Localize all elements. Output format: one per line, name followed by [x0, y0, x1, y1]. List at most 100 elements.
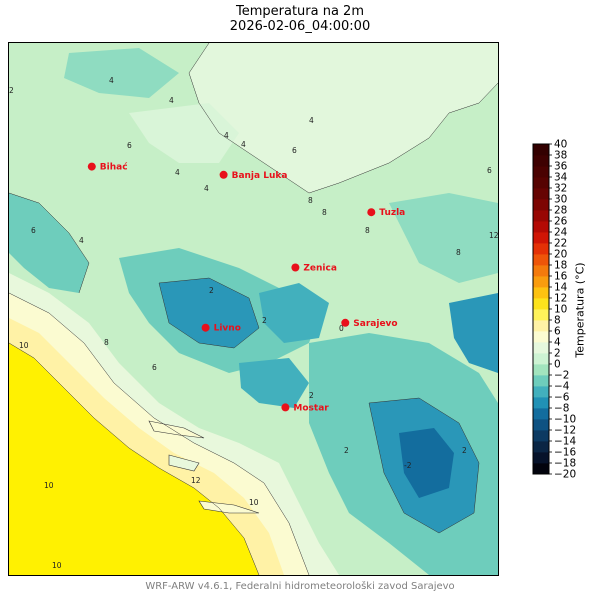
colorbar-tick-label: −20 — [554, 469, 576, 481]
colorbar-segment — [533, 188, 549, 200]
colorbar-segment — [533, 452, 549, 464]
contour-label: 4 — [204, 184, 209, 193]
colorbar-segment — [533, 210, 549, 222]
contour-label: 4 — [241, 140, 246, 149]
colorbar-segment — [533, 177, 549, 189]
colorbar-tick-label: 0 — [554, 359, 561, 371]
contour-label: 4 — [175, 168, 180, 177]
colorbar-segment — [533, 243, 549, 255]
colorbar-tick-label: −18 — [554, 458, 576, 470]
teal-patch-northeast — [389, 193, 498, 283]
colorbar-segment — [533, 430, 549, 442]
colorbar-tick-label: −16 — [554, 447, 576, 459]
chart-subtitle-datetime: 2026-02-06_04:00:00 — [229, 19, 371, 34]
city-label: Bihać — [100, 162, 128, 173]
contour-label: 2 — [462, 446, 467, 455]
colorbar-segment — [533, 342, 549, 354]
colorbar-segment — [533, 408, 549, 420]
colorbar-tick-label: 34 — [554, 172, 568, 184]
cold-patch-livno-east — [239, 358, 309, 408]
contour-lines — [9, 43, 498, 575]
temperature-map: 2 4 4 4 4 6 4 6 4 4 8 8 4 6 2 2 8 8 6 12 10 10 12 10 10 2 2 2 -2 0 6 8 … — [8, 42, 499, 576]
colorbar-segment — [533, 221, 549, 233]
colorbar-segment — [533, 397, 549, 409]
contour-label: 8 — [322, 208, 327, 217]
colorbar-tick-label: 36 — [554, 161, 568, 173]
colorbar-tick-label: 4 — [554, 337, 561, 349]
contour-label: 8 — [308, 196, 313, 205]
colorbar-tick-label: −2 — [554, 370, 569, 382]
colorbar: 4038363432302826242220181614121086420−2−… — [532, 139, 576, 481]
contour-label: 4 — [169, 96, 174, 105]
contour-label: 10 — [249, 498, 259, 507]
colorbar-tick-label: 12 — [554, 293, 567, 305]
contour-label: 2 — [262, 316, 267, 325]
colorbar-tick-label: −6 — [554, 392, 570, 404]
contour-label: 8 — [365, 226, 370, 235]
contour-label: 8 — [456, 248, 461, 257]
teal-patch-north — [64, 48, 179, 98]
cold-patch-east-edge — [449, 293, 498, 373]
colorbar-tick-label: 8 — [554, 315, 561, 327]
city-marker — [341, 318, 350, 327]
colorbar-segment — [533, 375, 549, 387]
colorbar-segment — [533, 463, 549, 475]
chart-title: Temperatura na 2m — [235, 4, 364, 19]
colorbar-tick-label: 30 — [554, 194, 567, 206]
colorbar-tick-label: −4 — [554, 381, 570, 393]
colorbar-tick-label: 14 — [554, 282, 568, 294]
colorbar-tick-label: −12 — [554, 425, 576, 437]
colorbar-tick-label: 20 — [554, 249, 567, 261]
colorbar-segment — [533, 309, 549, 321]
city-marker — [281, 403, 290, 412]
colorbar-tick-label: 18 — [554, 260, 567, 272]
contour-label: 0 — [339, 324, 344, 333]
colorbar-segment — [533, 144, 549, 156]
colorbar-tick-label: 10 — [554, 304, 567, 316]
colorbar-segment — [533, 287, 549, 299]
contour-label: 8 — [104, 338, 109, 347]
contour-label: 10 — [52, 561, 62, 570]
colorbar-label: Temperatura (°C) — [573, 262, 587, 358]
contour-label: 6 — [127, 141, 132, 150]
colorbar-tick-label: 22 — [554, 238, 567, 250]
plain-region-northwest — [129, 103, 239, 163]
contour-label: 2 — [209, 286, 214, 295]
city-label: Sarajevo — [353, 319, 397, 329]
city-layer: Bihać Banja Luka Tuzla Zenica Livno Sarajevo M… — [87, 162, 405, 413]
colorbar-tick-label: 40 — [554, 139, 567, 151]
cold-patch-deep — [399, 428, 454, 498]
contour-label: 6 — [487, 166, 492, 175]
contour-label: -2 — [404, 461, 412, 470]
colorbar-tick-label: 2 — [554, 348, 561, 360]
city-marker — [291, 263, 300, 272]
colorbar-segment — [533, 364, 549, 376]
colorbar-segment — [533, 331, 549, 343]
city-marker — [87, 162, 96, 171]
contour-label: 2 — [344, 446, 349, 455]
contour-label: 6 — [292, 146, 297, 155]
contour-label: 10 — [19, 341, 29, 350]
colorbar-tick-label: 38 — [554, 150, 567, 162]
colorbar-segment — [533, 298, 549, 310]
colorbar-tick-label: −10 — [554, 414, 576, 426]
colorbar-segment — [533, 232, 549, 244]
contour-label: 4 — [109, 76, 114, 85]
city-marker — [367, 208, 376, 217]
city-marker — [219, 170, 228, 179]
island-1 — [148, 420, 205, 439]
city-label: Zenica — [303, 264, 337, 274]
contour-label: 6 — [31, 226, 36, 235]
city-marker — [201, 323, 210, 332]
cold-patch-zenica — [259, 283, 329, 343]
city-label: Tuzla — [379, 208, 405, 218]
adriatic-sea — [9, 343, 259, 575]
colorbar-segment — [533, 254, 549, 266]
plain-region-north — [189, 43, 498, 193]
city-label: Banja Luka — [232, 171, 288, 181]
colorbar-segment — [533, 386, 549, 398]
colorbar-tick-label: −8 — [554, 403, 569, 415]
colorbar-segment — [533, 265, 549, 277]
colorbar-tick-label: −14 — [554, 436, 576, 448]
